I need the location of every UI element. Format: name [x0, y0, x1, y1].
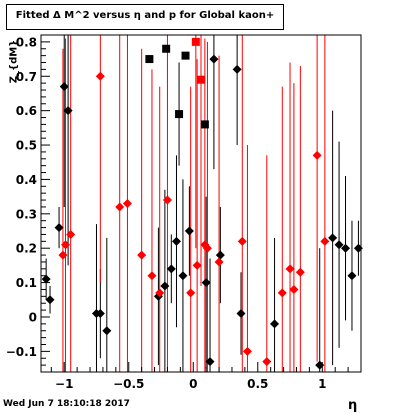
plot-frame: [40, 34, 362, 373]
data-point-3-1: [197, 75, 205, 84]
y-tick-label: 0.3: [16, 207, 37, 221]
data-point-2-5: [122, 199, 132, 208]
data-point-2-19: [285, 264, 295, 274]
x-tick-label: 0.5: [247, 377, 268, 391]
data-point-0-17: [215, 250, 225, 260]
data-point-3-0: [191, 37, 200, 46]
data-point-2-8: [155, 288, 165, 298]
data-point-0-3: [59, 82, 69, 92]
data-point-2-1: [61, 240, 71, 250]
x-tick-label: −0.5: [113, 377, 144, 391]
y-tick-label: 0.5: [16, 139, 37, 153]
x-axis-label: η: [348, 398, 358, 413]
data-point-2-20: [289, 284, 299, 294]
data-point-0-10: [166, 264, 176, 274]
y-tick-label: −0.1: [6, 345, 37, 359]
data-point-0-4: [63, 106, 73, 116]
data-point-0-14: [201, 278, 211, 288]
x-tick-label: 0: [189, 377, 197, 391]
y-tick-label: 0.8: [16, 35, 37, 49]
data-point-0-24: [341, 243, 351, 253]
data-point-0-0: [41, 274, 51, 284]
data-point-0-22: [328, 233, 338, 243]
data-point-0-7: [102, 326, 112, 336]
data-point-2-2: [66, 229, 76, 239]
data-point-2-10: [186, 288, 196, 298]
data-point-0-9: [160, 281, 170, 291]
data-point-2-21: [295, 267, 305, 277]
data-point-2-13: [202, 243, 212, 253]
data-point-1-3: [181, 51, 190, 60]
data-point-0-2: [54, 223, 64, 233]
chart-title-box: Fitted Δ M^2 versus η and p for Global k…: [6, 4, 284, 30]
data-point-2-4: [115, 202, 125, 212]
data-point-0-12: [178, 271, 188, 281]
data-point-2-15: [237, 236, 247, 246]
data-point-0-16: [209, 54, 219, 64]
timestamp: Wed Jun 7 18:10:18 2017: [3, 399, 130, 409]
data-point-0-18: [232, 64, 242, 74]
data-point-2-7: [147, 271, 157, 281]
y-tick-label: 0.6: [16, 104, 37, 118]
y-axis-label: Z_{dM}: [8, 39, 20, 84]
y-tick-label: 0.1: [16, 276, 37, 290]
data-point-0-1: [45, 295, 55, 305]
data-point-0-25: [347, 271, 357, 281]
x-tick-label: 1: [318, 377, 326, 391]
data-point-2-11: [192, 260, 202, 270]
data-point-1-2: [175, 110, 184, 119]
data-point-2-6: [137, 250, 147, 260]
data-point-0-20: [270, 319, 280, 329]
data-point-2-14: [214, 257, 224, 267]
data-point-0-26: [353, 243, 363, 253]
data-point-0-23: [334, 240, 344, 250]
y-tick-label: 0.4: [16, 173, 37, 187]
data-point-1-0: [145, 55, 154, 64]
data-point-0-6: [95, 309, 105, 319]
y-tick-label: 0.2: [16, 242, 37, 256]
data-point-2-17: [262, 357, 272, 367]
x-tick-label: −1: [55, 377, 73, 391]
data-point-2-0: [58, 250, 68, 260]
data-point-2-9: [162, 195, 172, 205]
data-point-0-21: [315, 360, 325, 370]
data-point-2-22: [312, 150, 322, 160]
data-point-0-13: [184, 226, 194, 236]
chart-title: Fitted Δ M^2 versus η and p for Global k…: [15, 10, 275, 21]
data-point-2-3: [95, 71, 105, 81]
data-point-1-4: [200, 120, 209, 129]
data-point-2-16: [242, 346, 252, 356]
data-point-1-1: [162, 44, 171, 53]
y-tick-label: 0.7: [16, 70, 37, 84]
data-point-2-18: [277, 288, 287, 298]
data-point-0-19: [236, 309, 246, 319]
y-tick-label: 0: [29, 310, 37, 324]
data-point-0-11: [171, 236, 181, 246]
data-point-2-23: [320, 236, 330, 246]
data-point-0-15: [205, 357, 215, 367]
